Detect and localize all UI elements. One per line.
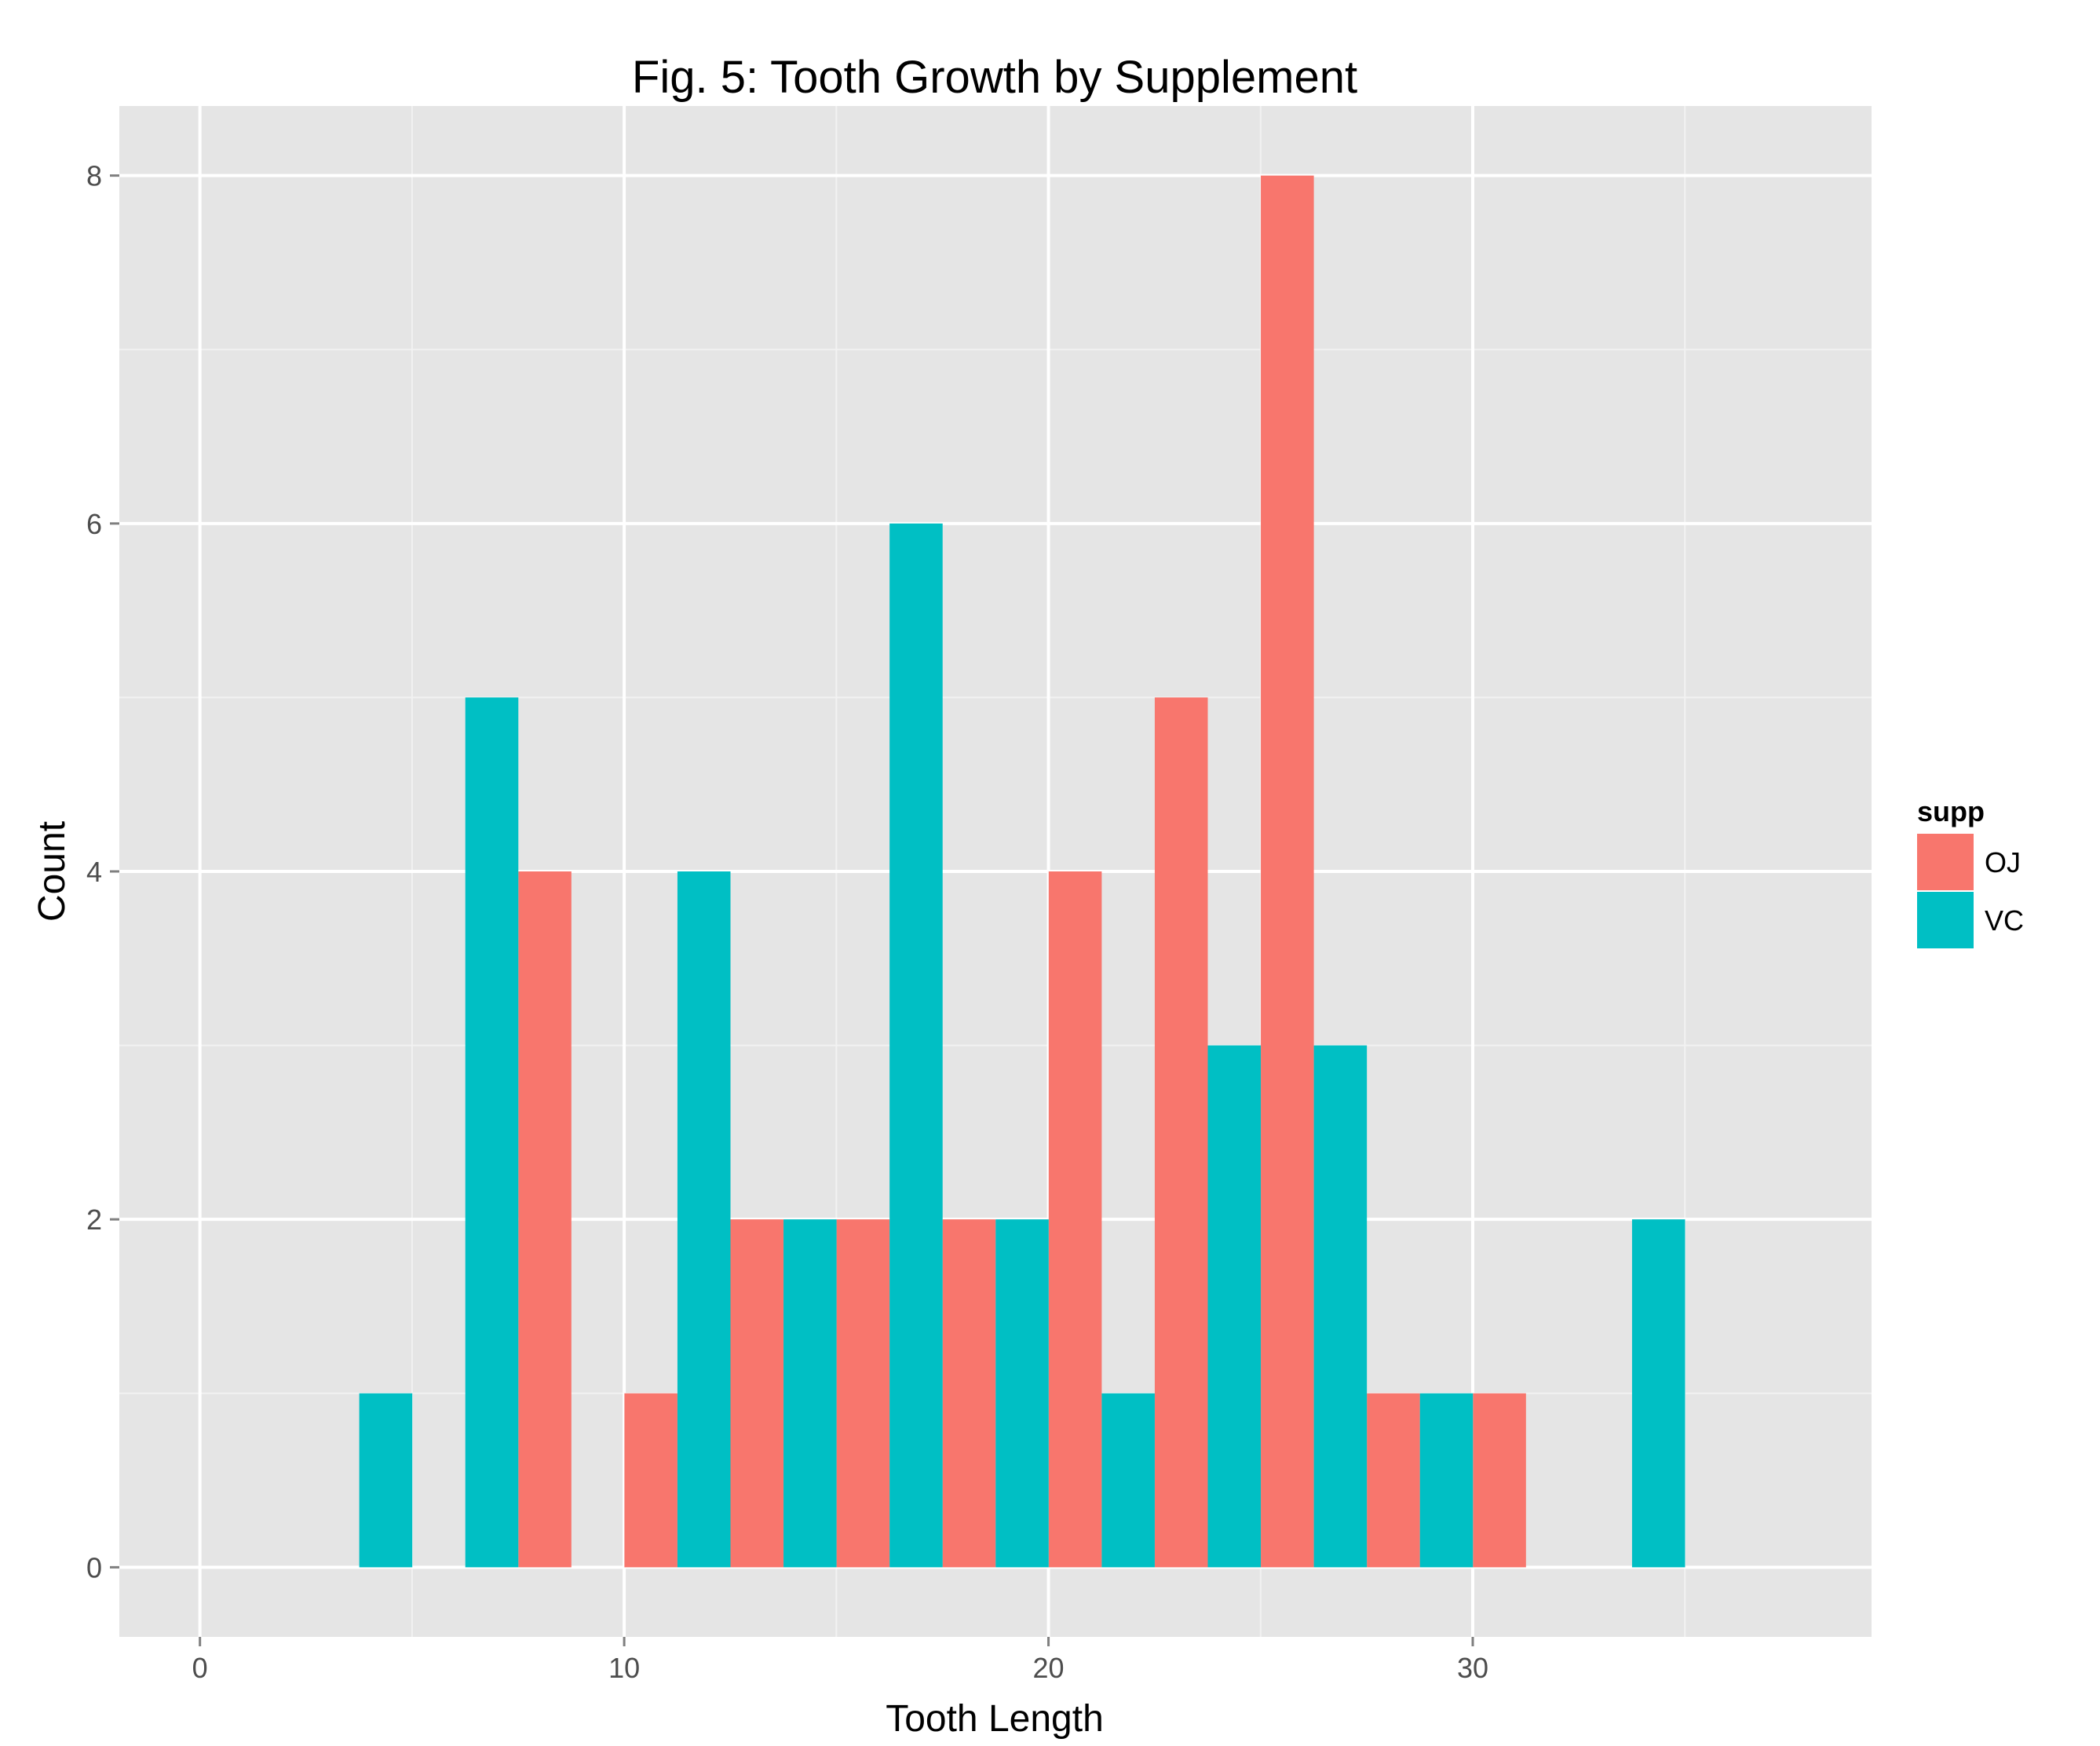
bar-vc (1207, 1045, 1262, 1568)
legend-key-oj (1917, 834, 1974, 890)
bar-oj (624, 1393, 677, 1568)
bar-oj (1154, 697, 1208, 1568)
bar-oj (518, 871, 572, 1568)
legend-label-vc: VC (1985, 904, 2024, 937)
bar-vc (1631, 1219, 1685, 1568)
legend: supp OJ VC (1917, 795, 2024, 948)
legend-label-oj: OJ (1985, 846, 2021, 878)
bar-oj (942, 1219, 996, 1568)
chart-title: Fig. 5: Tooth Growth by Supplement (632, 52, 1357, 103)
bar-vc (783, 1219, 837, 1568)
bar-vc (677, 871, 731, 1568)
bar-oj (730, 1219, 784, 1568)
bar-oj (1048, 871, 1102, 1568)
bar-oj (1261, 175, 1314, 1568)
y-axis-title: Count (31, 821, 73, 922)
bar-vc (1313, 1045, 1368, 1568)
x-tick-label: 20 (1033, 1652, 1065, 1684)
y-tick-label: 4 (86, 856, 102, 888)
bar-oj (836, 1219, 890, 1568)
bar-oj (1473, 1393, 1526, 1568)
x-axis-ticks: 0 10 20 30 (192, 1637, 1488, 1684)
x-tick-label: 30 (1457, 1652, 1488, 1684)
y-tick-label: 0 (86, 1551, 102, 1583)
bar-vc (995, 1219, 1049, 1568)
x-tick-label: 0 (192, 1652, 208, 1684)
bar-vc (889, 523, 943, 1568)
bar-vc (1101, 1393, 1155, 1568)
bar-vc (465, 697, 519, 1568)
x-tick-label: 10 (608, 1652, 640, 1684)
legend-title: supp (1917, 795, 1985, 827)
y-tick-label: 8 (86, 160, 102, 192)
bar-oj (1367, 1393, 1420, 1568)
bar-vc (1419, 1393, 1474, 1568)
y-axis-ticks: 0 2 4 6 8 (86, 160, 119, 1583)
bar-vc (359, 1393, 413, 1568)
y-tick-label: 6 (86, 508, 102, 540)
y-tick-label: 2 (86, 1204, 102, 1236)
bars (359, 175, 1685, 1568)
legend-key-vc (1917, 892, 1974, 948)
x-axis-title: Tooth Length (886, 1698, 1104, 1740)
